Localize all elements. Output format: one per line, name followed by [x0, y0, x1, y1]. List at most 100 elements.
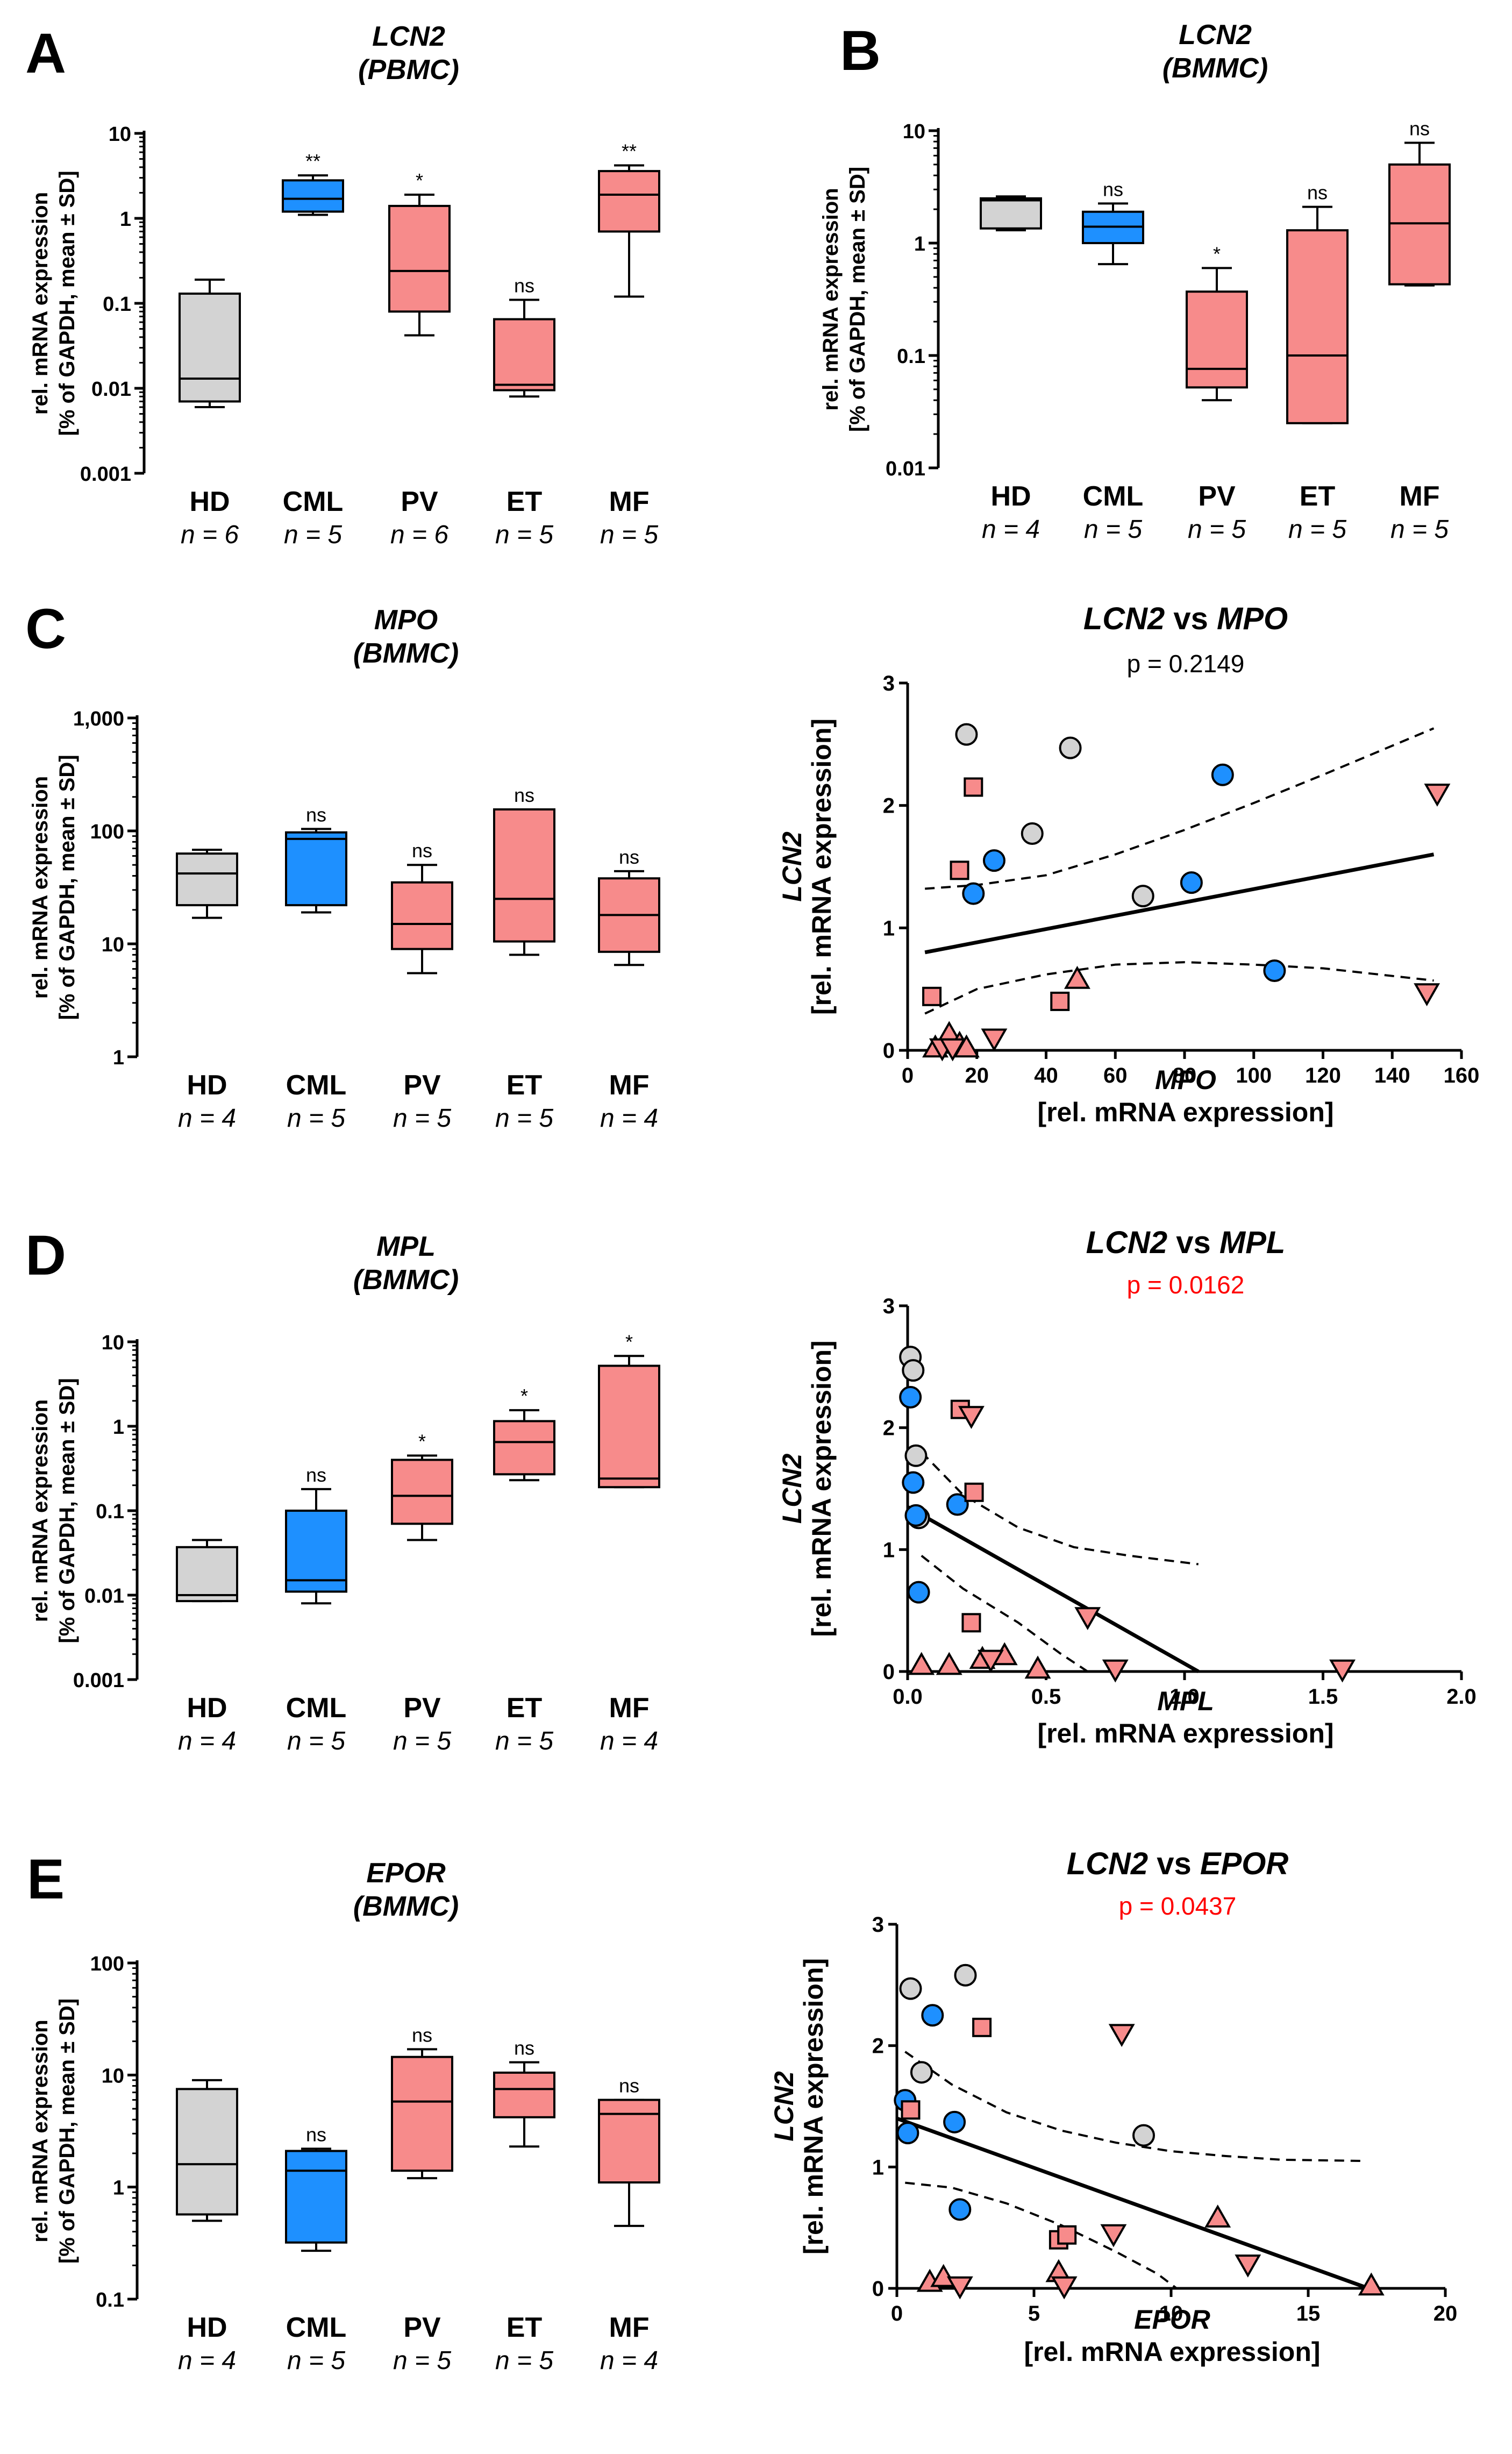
y-tick-label: 2	[883, 794, 895, 818]
data-point	[1057, 2225, 1077, 2245]
chart-subtitle: (BMMC)	[353, 1264, 459, 1296]
significance-label: *	[418, 1430, 426, 1452]
n-label: n = 4	[600, 1104, 658, 1133]
y-axis-label-unit: [% of GAPDH, mean ± SD]	[846, 167, 869, 432]
n-label: n = 4	[178, 1727, 236, 1755]
title-segment: MPO	[1217, 601, 1288, 636]
x-tick-label: 20	[1433, 2302, 1458, 2325]
x-tick-label: 140	[1374, 1064, 1410, 1087]
y-axis-label-unit: [% of GAPDH, mean ± SD]	[55, 1998, 79, 2264]
x-category-label: HD	[990, 481, 1031, 512]
box-pv: * PV n = 6	[388, 169, 451, 549]
title-segment: LCN2	[1067, 1846, 1148, 1881]
box-cml: ns CML n = 5	[285, 1464, 347, 1755]
y-tick-label: 1	[113, 1416, 124, 1439]
n-label: n = 4	[982, 515, 1040, 544]
data-point	[1424, 784, 1451, 807]
data-point	[910, 2061, 933, 2084]
data-point	[921, 2004, 944, 2027]
x-tick-label: 0	[891, 2302, 903, 2325]
x-tick-label: 100	[1236, 1064, 1272, 1087]
box-cml: ns CML n = 5	[1082, 178, 1144, 544]
x-category-label: CML	[286, 2312, 347, 2343]
data-point	[981, 1028, 1008, 1052]
data-point	[978, 1649, 1004, 1673]
p-value: p = 0.0437	[1119, 1892, 1237, 1920]
y-tick-label: 0.01	[886, 458, 925, 480]
box-hd: HD n = 6	[179, 278, 241, 549]
x-tick-label: 0.0	[893, 1685, 923, 1709]
y-tick-label: 10	[102, 934, 124, 956]
series-et	[916, 2204, 1385, 2296]
box-iqr	[176, 1546, 238, 1603]
n-label: n = 5	[1288, 515, 1346, 544]
data-point	[955, 723, 978, 746]
ci-upper-band	[925, 727, 1435, 890]
series-mf	[929, 784, 1451, 1062]
regression-line	[924, 852, 1435, 955]
p-value: p = 0.2149	[1127, 650, 1245, 678]
box-iqr	[493, 2071, 555, 2118]
x-axis-label: EPOR	[1134, 2304, 1210, 2335]
title-segment: EPOR	[1200, 1846, 1288, 1881]
significance-label: **	[622, 140, 637, 162]
y-tick-label: 2	[883, 1417, 895, 1440]
title-segment: LCN2	[1083, 601, 1165, 636]
box-iqr	[285, 1510, 347, 1593]
y-tick-label: 2	[872, 2035, 884, 2058]
y-axis-label: rel. mRNA expression	[28, 192, 52, 415]
box-mf: * MF n = 4	[598, 1331, 660, 1755]
y-axis-label-unit: [rel. mRNA expression]	[798, 1958, 829, 2254]
data-point	[1102, 1659, 1129, 1683]
x-tick-label: 1.0	[1169, 1685, 1200, 1709]
significance-label: *	[625, 1331, 633, 1353]
y-tick-label: 0.01	[84, 1585, 124, 1607]
box-pv: * PV n = 5	[391, 1430, 453, 1755]
data-point	[943, 2110, 966, 2133]
n-label: n = 4	[600, 1727, 658, 1755]
data-point	[964, 777, 983, 797]
data-point	[939, 1038, 966, 1062]
box-iqr	[598, 2099, 660, 2184]
box-hd: HD n = 4	[176, 1539, 238, 1755]
x-category-label: CML	[1083, 481, 1144, 512]
box-iqr	[176, 2088, 238, 2216]
x-tick-label: 1.5	[1308, 1685, 1338, 1709]
n-label: n = 5	[495, 521, 553, 549]
ci-upper-band	[904, 2051, 1364, 2163]
significance-label: ns	[306, 1464, 326, 1486]
data-point	[936, 1652, 962, 1675]
panel-letter: A	[25, 22, 66, 85]
significance-label: ns	[412, 840, 432, 862]
data-point	[961, 1613, 981, 1633]
series-mf	[946, 2024, 1261, 2300]
box-cml: ** CML n = 5	[282, 150, 344, 549]
x-tick-label: 0.5	[1031, 1685, 1061, 1709]
ci-lower-band	[924, 961, 1434, 1015]
x-tick-label: 15	[1296, 2302, 1321, 2325]
data-point	[964, 1482, 984, 1502]
box-iqr	[285, 831, 347, 907]
chart-title: EPOR	[366, 1858, 446, 1889]
y-tick-label: 100	[90, 1953, 124, 1975]
data-point	[1180, 871, 1203, 894]
data-point	[1050, 991, 1070, 1011]
x-category-label: ET	[507, 1070, 543, 1101]
chart-subtitle: (PBMC)	[358, 54, 459, 86]
x-tick-label: 40	[1034, 1064, 1058, 1087]
chart-title: LCN2 vs MPO	[1083, 601, 1288, 636]
data-point	[1074, 1607, 1101, 1631]
significance-label: ns	[1409, 118, 1430, 140]
chart-subtitle: (BMMC)	[1162, 53, 1268, 84]
n-label: n = 5	[495, 2346, 553, 2375]
x-category-label: PV	[401, 486, 438, 517]
y-axis-label-unit: [% of GAPDH, mean ± SD]	[55, 1378, 79, 1643]
title-segment: LCN2	[1086, 1225, 1167, 1260]
y-axis-label: LCN2	[777, 831, 807, 902]
y-tick-label: 3	[883, 672, 895, 695]
panel-letter: D	[25, 1224, 66, 1287]
data-point	[946, 1493, 969, 1516]
x-axis-label: MPO	[1155, 1065, 1216, 1095]
x-category-label: MF	[609, 486, 649, 517]
